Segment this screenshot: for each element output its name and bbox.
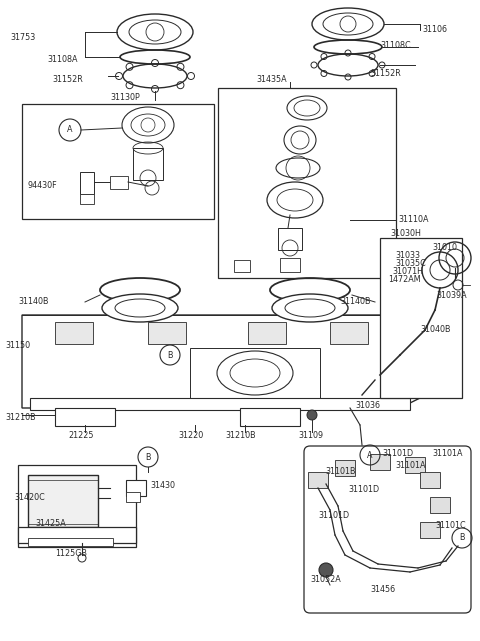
Text: 31140B: 31140B <box>18 297 48 306</box>
Bar <box>420 472 440 488</box>
Bar <box>30 398 410 410</box>
Bar <box>80 172 94 194</box>
Text: 31420C: 31420C <box>14 494 45 503</box>
Ellipse shape <box>115 299 165 317</box>
Text: 31040B: 31040B <box>420 326 451 335</box>
Bar <box>405 457 425 473</box>
Bar <box>240 408 300 426</box>
Text: 31030H: 31030H <box>390 229 421 238</box>
Text: B: B <box>167 351 173 360</box>
Text: 21225: 21225 <box>68 431 94 440</box>
Bar <box>22 104 214 219</box>
Text: 1125GB: 1125GB <box>55 549 87 558</box>
Text: 31106: 31106 <box>422 26 447 35</box>
Text: 31109: 31109 <box>298 431 323 440</box>
Text: 31753: 31753 <box>10 33 35 42</box>
Bar <box>335 460 355 476</box>
Text: A: A <box>367 451 373 460</box>
Text: 31036: 31036 <box>355 401 380 410</box>
Bar <box>126 492 140 502</box>
Circle shape <box>319 563 333 577</box>
Bar <box>248 322 286 344</box>
Bar <box>218 88 396 278</box>
Bar <box>148 322 186 344</box>
Bar <box>55 322 93 344</box>
Text: 31101A: 31101A <box>395 462 425 470</box>
Bar <box>55 408 115 426</box>
Text: 31210B: 31210B <box>5 413 36 422</box>
Bar <box>380 238 462 398</box>
Text: 31435A: 31435A <box>256 76 287 85</box>
Bar <box>126 480 146 496</box>
Ellipse shape <box>102 294 178 322</box>
Text: 31101B: 31101B <box>325 467 356 476</box>
Bar <box>133 148 163 180</box>
Text: 31101D: 31101D <box>348 485 379 494</box>
Text: 31150: 31150 <box>5 340 30 349</box>
Text: A: A <box>67 126 73 135</box>
Text: 31101A: 31101A <box>432 449 463 458</box>
Text: 31430: 31430 <box>150 481 175 490</box>
FancyBboxPatch shape <box>304 446 471 613</box>
Bar <box>430 497 450 513</box>
Circle shape <box>307 410 317 420</box>
Text: 31010: 31010 <box>432 244 457 253</box>
Text: 31039A: 31039A <box>436 292 467 301</box>
Bar <box>190 348 320 398</box>
Text: 31052A: 31052A <box>310 576 341 585</box>
Text: 1472AM: 1472AM <box>388 274 420 283</box>
Text: 94430F: 94430F <box>28 181 58 190</box>
Text: 31220: 31220 <box>178 431 203 440</box>
Bar <box>234 260 250 272</box>
Text: 31130P: 31130P <box>110 94 140 103</box>
Text: 31425A: 31425A <box>35 519 66 528</box>
Bar <box>18 527 136 543</box>
Text: 31110A: 31110A <box>398 215 429 224</box>
Bar <box>280 258 300 272</box>
Text: B: B <box>145 453 151 462</box>
Text: 31108A: 31108A <box>47 56 77 65</box>
Text: 31456: 31456 <box>370 585 395 594</box>
Text: 31152R: 31152R <box>370 69 401 78</box>
Text: B: B <box>459 533 465 542</box>
Bar <box>370 454 390 470</box>
Text: 31101C: 31101C <box>435 520 466 529</box>
Polygon shape <box>22 315 420 408</box>
Bar <box>80 194 94 204</box>
Bar <box>278 228 302 250</box>
Text: 31210B: 31210B <box>225 431 256 440</box>
Bar <box>110 176 128 189</box>
Bar <box>28 538 113 546</box>
Ellipse shape <box>272 294 348 322</box>
Text: 31035C: 31035C <box>395 258 426 267</box>
Text: 31152R: 31152R <box>52 74 83 83</box>
Ellipse shape <box>285 299 335 317</box>
Bar <box>18 465 136 547</box>
Bar <box>28 480 98 524</box>
Bar <box>330 322 368 344</box>
Text: 31071H: 31071H <box>392 267 423 276</box>
Text: 31033: 31033 <box>395 251 420 260</box>
Bar <box>420 522 440 538</box>
Text: 31108C: 31108C <box>380 40 410 49</box>
Text: 31140B: 31140B <box>340 297 371 306</box>
Bar <box>28 475 98 527</box>
Text: 31101D: 31101D <box>382 449 413 458</box>
Bar <box>308 472 328 488</box>
Text: 31101D: 31101D <box>318 510 349 519</box>
